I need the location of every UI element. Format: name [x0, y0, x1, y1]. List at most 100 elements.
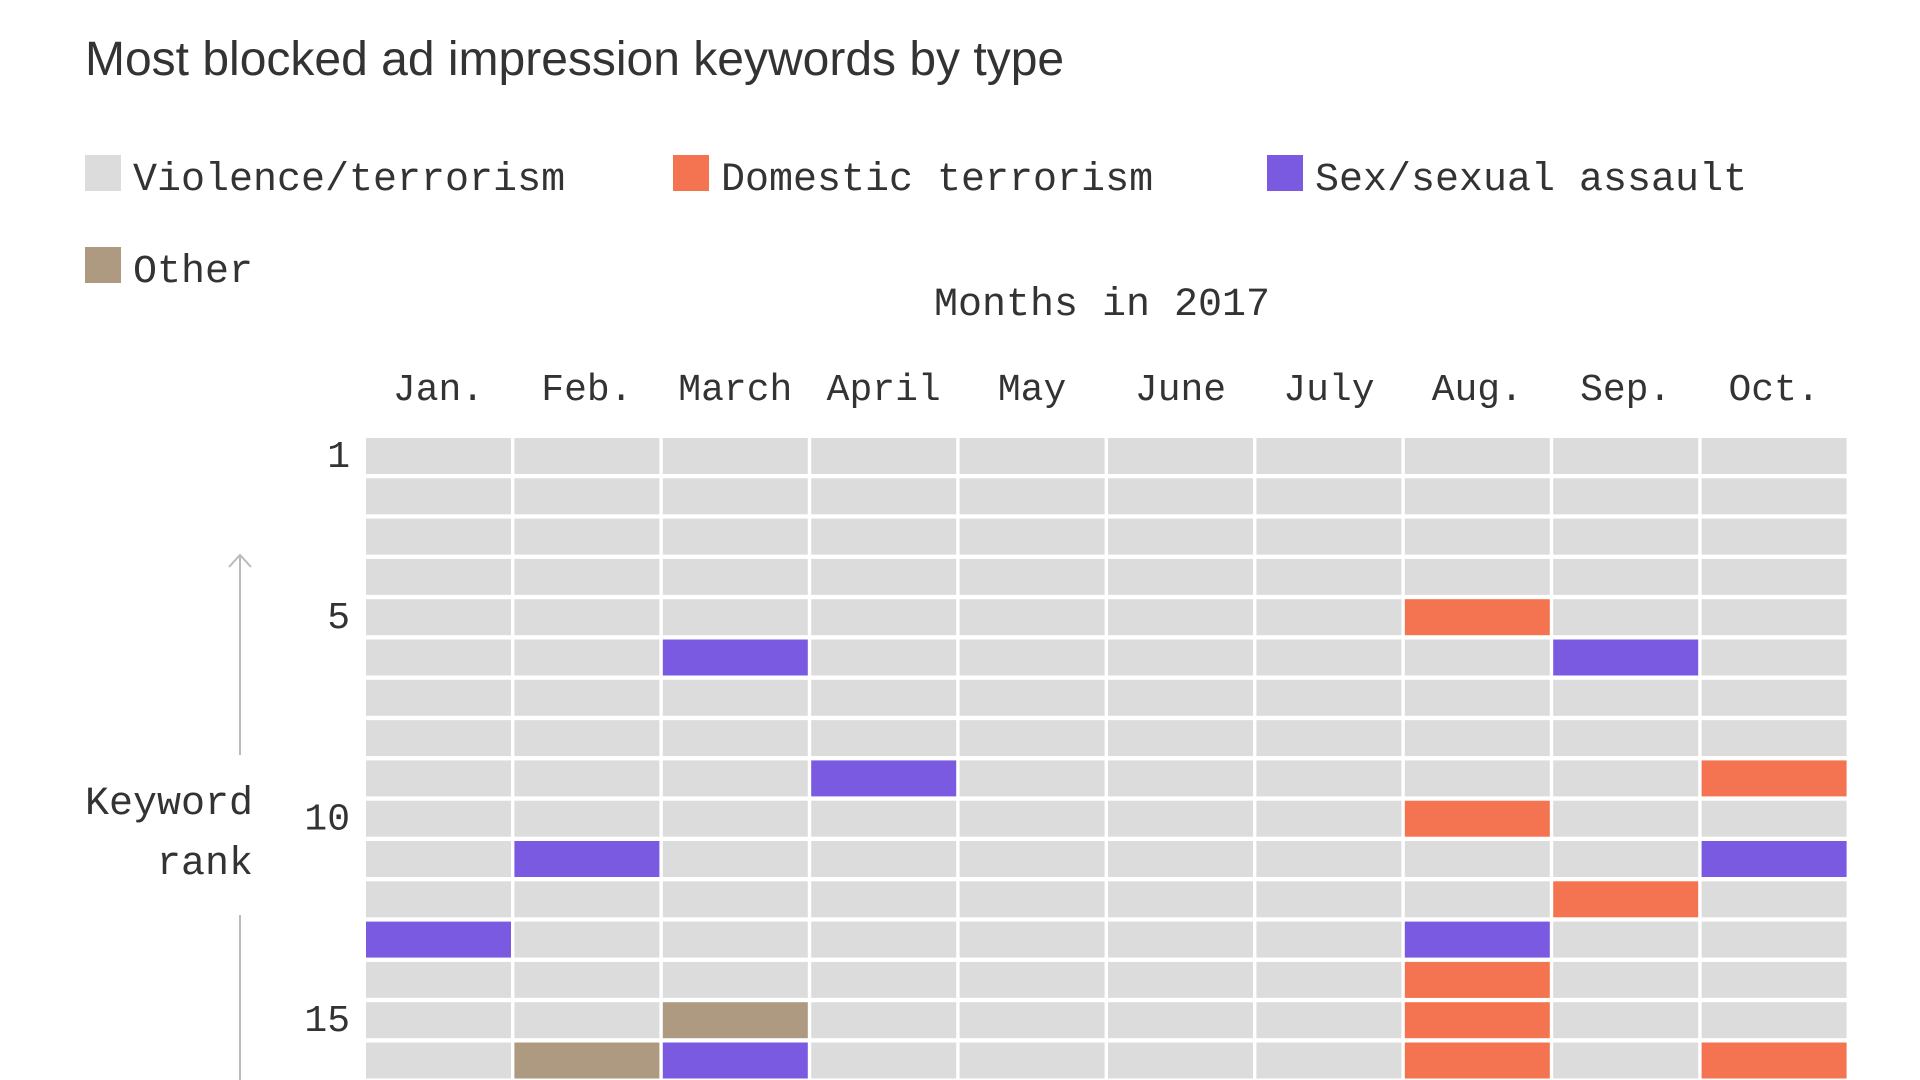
heatmap-cell-violence: [1256, 558, 1402, 595]
heatmap-cell-violence: [514, 760, 660, 797]
heatmap-cell-violence: [1701, 800, 1847, 837]
heatmap-cell-violence: [1553, 478, 1699, 515]
heatmap-cell-violence: [959, 921, 1105, 958]
y-axis: Keyword rank: [85, 553, 253, 1080]
heatmap-cell-violence: [1108, 841, 1253, 877]
heatmap-cell-violence: [1108, 800, 1253, 837]
heatmap-cell-violence: [1256, 639, 1402, 676]
heatmap-cell-violence: [811, 961, 957, 998]
heatmap-cell-violence: [1701, 881, 1847, 918]
heatmap-cell-violence: [811, 679, 957, 716]
heatmap-cell-violence: [811, 639, 957, 676]
heatmap-cell-violence: [959, 881, 1105, 918]
heatmap-cell-violence: [1553, 1042, 1699, 1079]
heatmap-cell-violence: [1256, 720, 1402, 757]
heatmap-cell-violence: [366, 679, 511, 716]
heatmap-cell-violence: [959, 599, 1105, 636]
rank-label: 1: [327, 436, 350, 479]
heatmap-cell-violence: [811, 881, 957, 918]
heatmap-cell-violence: [1553, 760, 1699, 797]
heatmap-cell-violence: [514, 558, 660, 595]
heatmap-cell-violence: [959, 720, 1105, 757]
heatmap-cell-violence: [1701, 599, 1847, 636]
heatmap-cell-violence: [811, 720, 957, 757]
legend: Violence/terrorism Domestic terrorism Sex/…: [85, 155, 1747, 295]
heatmap-cell-violence: [1553, 1002, 1699, 1039]
heatmap-cell-domestic: [1553, 881, 1699, 918]
heatmap-cell-violence: [1256, 1002, 1402, 1039]
heatmap-cell-violence: [366, 800, 511, 837]
heatmap-cell-violence: [959, 961, 1105, 998]
heatmap-cell-violence: [662, 841, 808, 877]
month-label: June: [1135, 369, 1226, 412]
heatmap-cell-violence: [1701, 558, 1847, 595]
heatmap-cell-violence: [514, 961, 660, 998]
heatmap-cell-violence: [514, 1002, 660, 1039]
x-axis-label: Months in 2017: [934, 283, 1270, 328]
heatmap-cell-violence: [1108, 1002, 1253, 1039]
heatmap-cell-violence: [1553, 841, 1699, 877]
heatmap-cell-violence: [1701, 921, 1847, 958]
heatmap-cell-violence: [1553, 599, 1699, 636]
heatmap-cell-violence: [366, 518, 511, 555]
heatmap-cell-violence: [811, 800, 957, 837]
heatmap-cell-domestic: [1404, 1042, 1550, 1079]
heatmap-cell-violence: [366, 841, 511, 877]
heatmap-cell-violence: [1404, 679, 1550, 716]
heatmap-cell-domestic: [1701, 1042, 1847, 1079]
heatmap-cell-violence: [959, 760, 1105, 797]
heatmap-cell-violence: [662, 881, 808, 918]
heatmap-cell-domestic: [1404, 961, 1550, 998]
heatmap-cell-violence: [959, 478, 1105, 515]
heatmap-cell-violence: [1553, 679, 1699, 716]
month-label: Oct.: [1728, 369, 1819, 412]
y-axis-label-line1: Keyword: [85, 782, 253, 827]
heatmap-cell-sex: [1701, 841, 1847, 877]
heatmap-cell-violence: [959, 841, 1105, 877]
heatmap-cell-violence: [1701, 518, 1847, 555]
heatmap-cell-violence: [1108, 478, 1253, 515]
heatmap-cell-sex: [366, 921, 511, 958]
heatmap-cell-violence: [366, 720, 511, 757]
heatmap-cell-violence: [514, 478, 660, 515]
heatmap-cell-violence: [366, 1042, 511, 1079]
heatmap-cell-violence: [1553, 438, 1699, 474]
heatmap-cell-violence: [1404, 841, 1550, 877]
month-label: Aug.: [1432, 369, 1523, 412]
heatmap-cell-violence: [1701, 720, 1847, 757]
heatmap-cell-violence: [959, 800, 1105, 837]
heatmap-cell-violence: [662, 800, 808, 837]
heatmap-cell-violence: [1553, 518, 1699, 555]
heatmap-cell-violence: [514, 599, 660, 636]
heatmap-cell-sex: [1553, 639, 1699, 676]
heatmap-cell-violence: [662, 558, 808, 595]
heatmap-cell-violence: [1553, 800, 1699, 837]
heatmap-cell-violence: [811, 518, 957, 555]
heatmap-cell-violence: [1701, 639, 1847, 676]
heatmap-cell-violence: [811, 438, 957, 474]
heatmap-cell-violence: [514, 881, 660, 918]
heatmap-cell-violence: [811, 478, 957, 515]
heatmap-cell-violence: [366, 478, 511, 515]
heatmap-cell-sex: [662, 1042, 808, 1079]
heatmap-cell-violence: [1256, 760, 1402, 797]
heatmap-cell-violence: [1108, 558, 1253, 595]
y-axis-label-line2: rank: [157, 842, 253, 887]
heatmap-cell-violence: [811, 841, 957, 877]
heatmap-cell-violence: [1553, 720, 1699, 757]
heatmap-cell-other: [514, 1042, 660, 1079]
month-label: Jan.: [393, 369, 484, 412]
legend-swatch-other: [85, 247, 121, 283]
heatmap-cell-sex: [1404, 921, 1550, 958]
heatmap-cell-violence: [1256, 921, 1402, 958]
heatmap-cell-violence: [1404, 478, 1550, 515]
heatmap-cell-domestic: [1701, 760, 1847, 797]
heatmap-cell-sex: [662, 639, 808, 676]
heatmap-cell-violence: [1701, 679, 1847, 716]
legend-swatch-domestic: [673, 155, 709, 191]
legend-label-sex: Sex/sexual assault: [1315, 158, 1747, 203]
heatmap-cell-violence: [959, 679, 1105, 716]
heatmap-cell-violence: [366, 599, 511, 636]
heatmap-cell-violence: [1701, 1002, 1847, 1039]
